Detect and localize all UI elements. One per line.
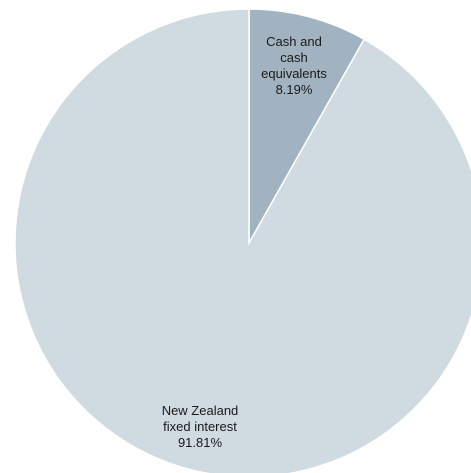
pie-slice-0 (248, 8, 366, 246)
slice-name-line: Cash and (266, 34, 322, 49)
slice-value-label: 8.19% (276, 82, 313, 97)
pie-slices (14, 8, 471, 473)
pie-slice-label-1: New Zealand fixed interest 91.81% (162, 403, 239, 450)
slice-name-line: fixed interest (163, 419, 237, 434)
slice-name-line: cash (280, 50, 307, 65)
pie-slice-1 (14, 8, 471, 473)
pie-slice-label-0: Cash and cash equivalents 8.19% (261, 34, 327, 97)
slice-value-label: 91.81% (178, 435, 223, 450)
slice-name-line: New Zealand (162, 403, 239, 418)
pie-labels: Cash and cash equivalents 8.19% New Zealand f… (162, 34, 328, 450)
slice-name-line: equivalents (261, 66, 327, 81)
